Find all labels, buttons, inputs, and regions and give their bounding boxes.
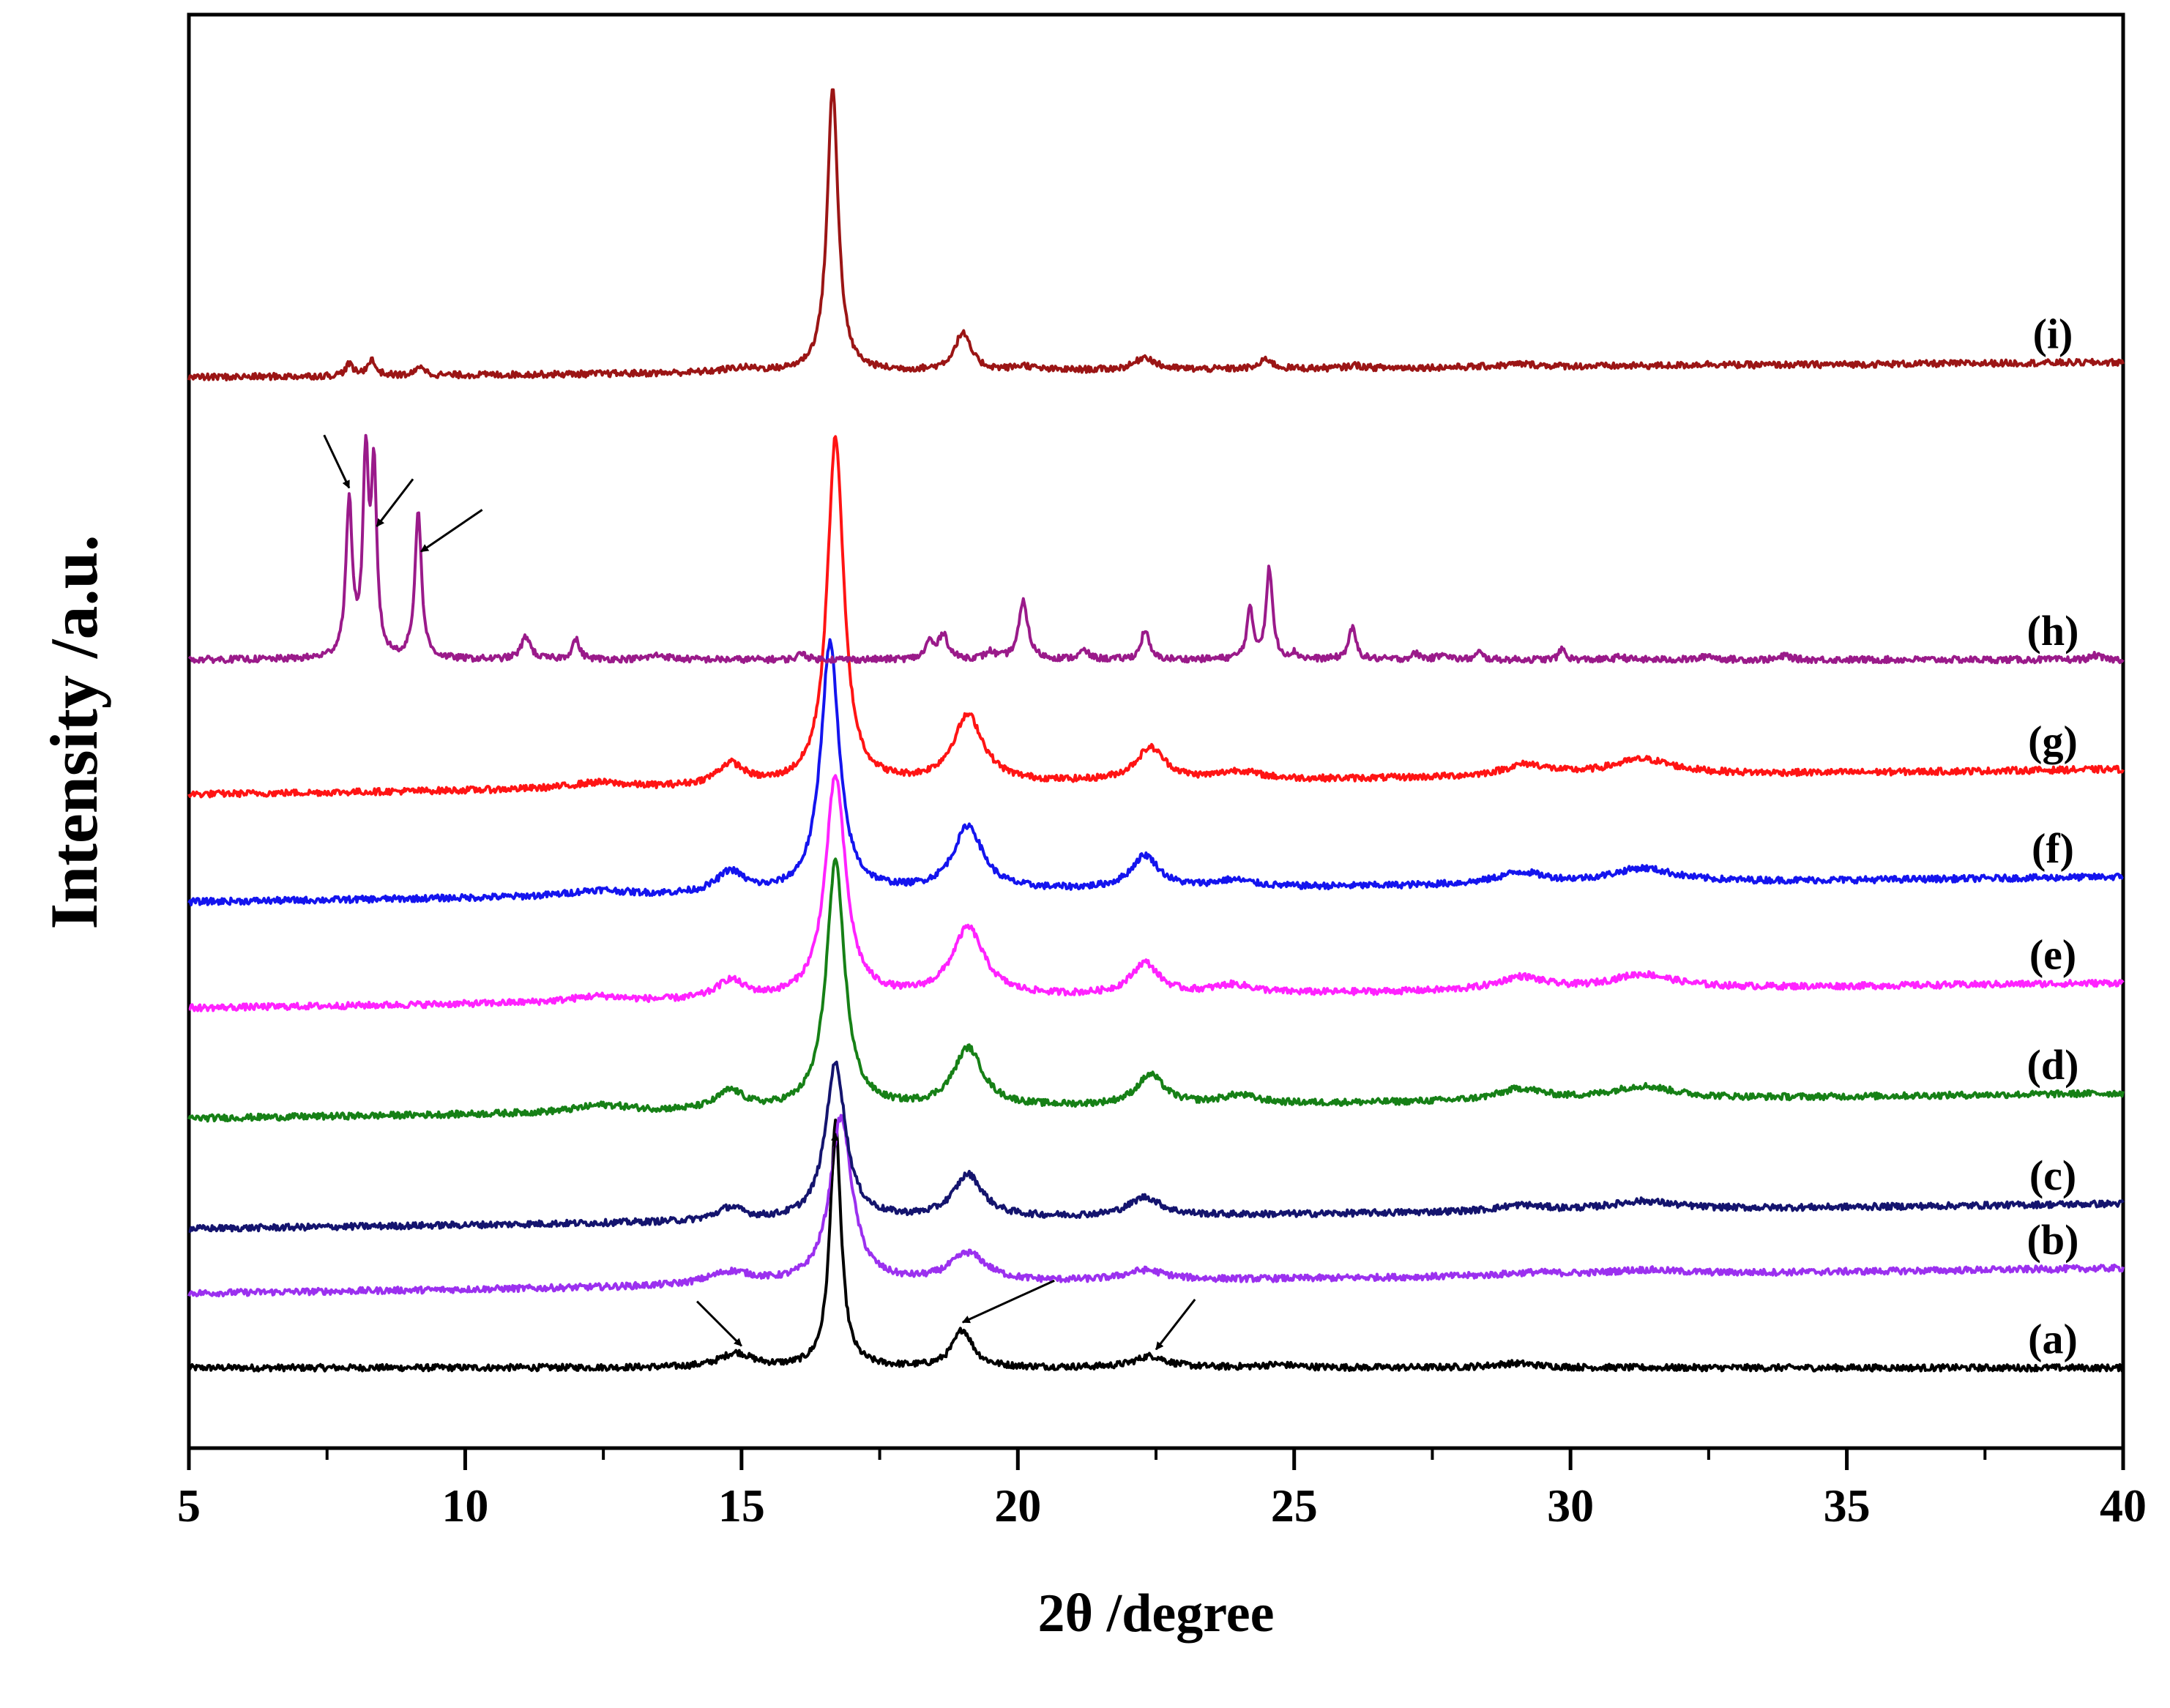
series-line-a [187, 1118, 2125, 1373]
x-tick-label: 30 [1547, 1480, 1594, 1532]
x-tick-label: 40 [2100, 1480, 2147, 1532]
series-label-d: (d) [2027, 1041, 2079, 1089]
series-label-h: (h) [2027, 607, 2079, 655]
arrow-a-19 [961, 1279, 1055, 1324]
x-tick-label: 35 [1824, 1480, 1871, 1532]
series-label-e: (e) [2029, 931, 2076, 978]
y-axis-label: Intensity /a.u. [37, 534, 111, 929]
arrow-h-8-4 [376, 478, 414, 527]
arrow-a-22-5 [1155, 1299, 1196, 1351]
x-tick-label: 5 [177, 1480, 201, 1532]
annotation-layer [323, 434, 1196, 1351]
series-line-f [187, 638, 2124, 906]
x-axis: 5 10 15 20 25 30 35 40 [177, 1448, 2147, 1532]
series-line-b [187, 1114, 2125, 1298]
series-label-a: (a) [2028, 1315, 2078, 1362]
arrow-a-16-7 [829, 1133, 839, 1212]
plot-frame [187, 12, 2125, 1450]
x-tick-label: 25 [1271, 1480, 1318, 1532]
series-line-i [187, 88, 2125, 381]
x-tick-label: 15 [718, 1480, 765, 1532]
series-layer [187, 88, 2125, 1373]
series-label-b: (b) [2027, 1216, 2079, 1264]
arrow-h-9-2 [420, 509, 483, 553]
series-label-c: (c) [2029, 1152, 2076, 1199]
series-label-i: (i) [2033, 310, 2073, 357]
series-line-d [187, 857, 2125, 1123]
series-line-e [188, 774, 2125, 1013]
x-tick-label: 20 [994, 1480, 1041, 1532]
series-label-f: (f) [2032, 824, 2074, 872]
series-line-c [188, 1060, 2125, 1234]
series-line-h [187, 433, 2125, 665]
arrow-a-15 [696, 1300, 742, 1347]
series-labels: (a) (b) (c) (d) (e) (f) (g) (h) (i) [2027, 310, 2079, 1362]
series-label-g: (g) [2028, 717, 2078, 765]
series-line-g [187, 435, 2125, 799]
x-tick-label: 10 [441, 1480, 488, 1532]
arrow-h-7-9 [323, 434, 351, 489]
x-axis-label: 2θ /degree [1038, 1584, 1275, 1644]
